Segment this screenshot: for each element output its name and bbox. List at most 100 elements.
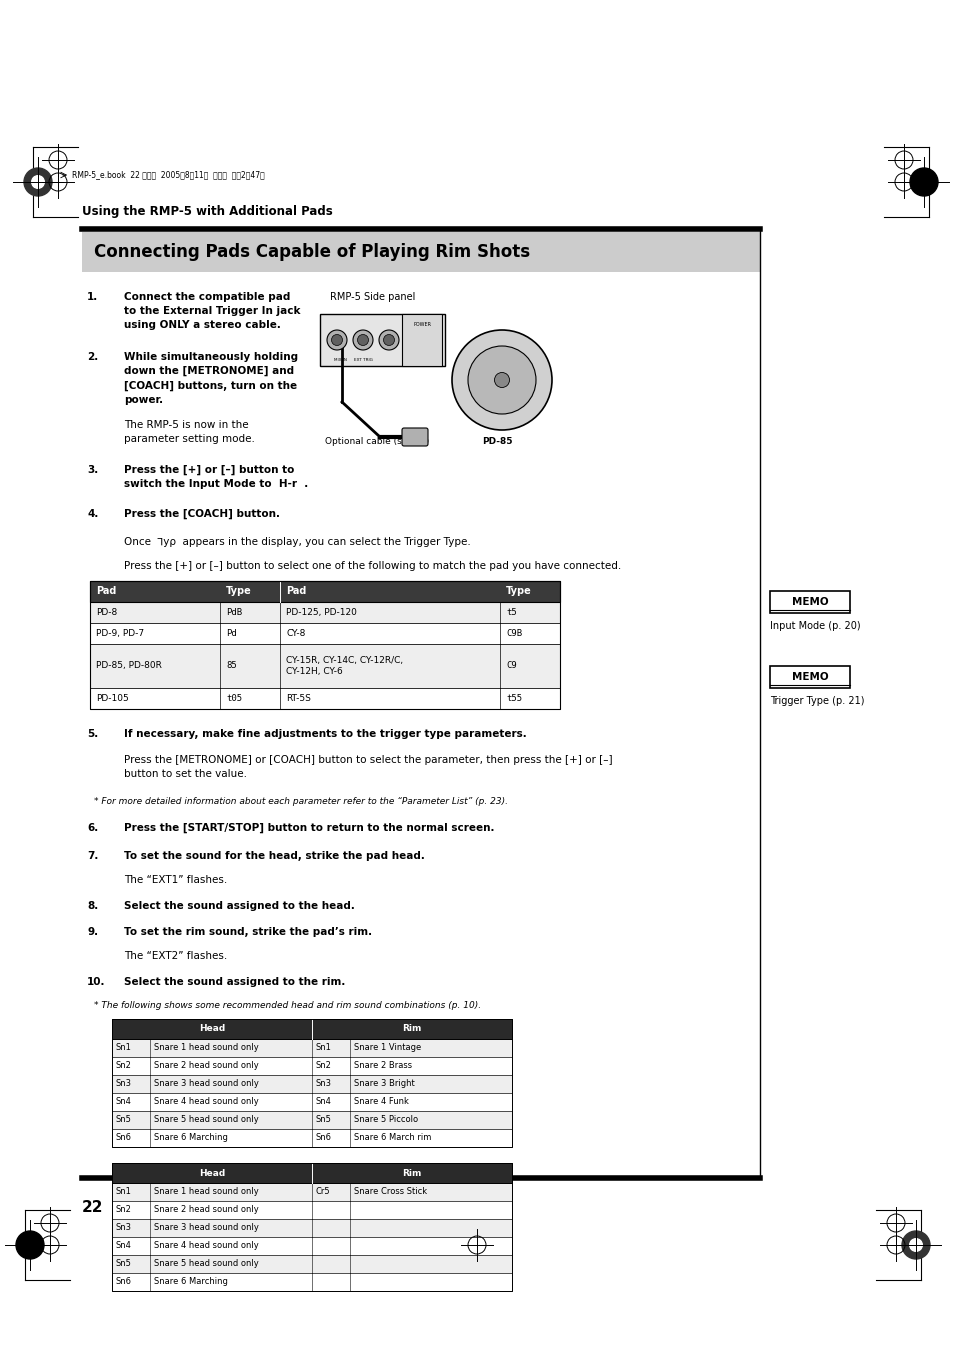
Text: Sn3: Sn3 bbox=[116, 1223, 132, 1233]
Text: 6.: 6. bbox=[87, 824, 98, 833]
Text: PD-8: PD-8 bbox=[96, 608, 117, 617]
Text: 22: 22 bbox=[82, 1200, 103, 1215]
Circle shape bbox=[901, 1231, 929, 1260]
Circle shape bbox=[24, 167, 52, 196]
Text: Snare 6 Marching: Snare 6 Marching bbox=[153, 1134, 228, 1142]
Text: Snare 4 Funk: Snare 4 Funk bbox=[354, 1098, 409, 1107]
Text: Sn2: Sn2 bbox=[116, 1206, 132, 1215]
Text: Sn1: Sn1 bbox=[116, 1188, 132, 1196]
Text: PD-9, PD-7: PD-9, PD-7 bbox=[96, 629, 144, 639]
Text: Type: Type bbox=[505, 586, 531, 597]
Text: Sn1: Sn1 bbox=[315, 1044, 332, 1053]
Text: 10.: 10. bbox=[87, 977, 106, 987]
Text: Snare 5 head sound only: Snare 5 head sound only bbox=[153, 1260, 258, 1269]
Text: CY-8: CY-8 bbox=[286, 629, 305, 639]
Text: 7.: 7. bbox=[87, 850, 98, 861]
Text: RMP-5_e.book  22 ページ  2005年8月11日  木曜日  午後2時47分: RMP-5_e.book 22 ページ 2005年8月11日 木曜日 午後2時4… bbox=[71, 170, 265, 180]
Text: The “EXT2” flashes.: The “EXT2” flashes. bbox=[124, 950, 227, 961]
Bar bbox=[769, 666, 849, 688]
Text: Snare 3 Bright: Snare 3 Bright bbox=[354, 1080, 415, 1088]
Bar bbox=[90, 602, 559, 622]
Text: Head: Head bbox=[198, 1025, 225, 1034]
Text: Press the [COACH] button.: Press the [COACH] button. bbox=[124, 509, 280, 520]
Text: Snare 2 head sound only: Snare 2 head sound only bbox=[153, 1206, 258, 1215]
Circle shape bbox=[383, 335, 395, 346]
Bar bbox=[112, 1219, 512, 1237]
Text: Sn6: Sn6 bbox=[315, 1134, 332, 1142]
FancyBboxPatch shape bbox=[401, 428, 428, 446]
Text: MEMO: MEMO bbox=[791, 672, 827, 682]
Circle shape bbox=[909, 1239, 922, 1251]
Text: Pad: Pad bbox=[96, 586, 116, 597]
Text: Snare Cross Stick: Snare Cross Stick bbox=[354, 1188, 427, 1196]
Text: Sn6: Sn6 bbox=[116, 1134, 132, 1142]
Text: The RMP-5 is now in the
parameter setting mode.: The RMP-5 is now in the parameter settin… bbox=[124, 420, 254, 444]
Text: Sn2: Sn2 bbox=[315, 1061, 332, 1071]
Text: If necessary, make fine adjustments to the trigger type parameters.: If necessary, make fine adjustments to t… bbox=[124, 729, 526, 738]
Text: MEMO: MEMO bbox=[791, 597, 827, 608]
Text: PdB: PdB bbox=[226, 608, 242, 617]
Bar bbox=[112, 1129, 512, 1148]
Text: PD-125, PD-120: PD-125, PD-120 bbox=[286, 608, 356, 617]
Text: PD-85, PD-80R: PD-85, PD-80R bbox=[96, 662, 162, 671]
Text: Sn5: Sn5 bbox=[116, 1115, 132, 1125]
Text: 9.: 9. bbox=[87, 927, 98, 937]
Bar bbox=[112, 1040, 512, 1057]
Bar bbox=[112, 1094, 512, 1111]
Text: * The following shows some recommended head and rim sound combinations (p. 10).: * The following shows some recommended h… bbox=[94, 1000, 480, 1010]
Text: Cr5: Cr5 bbox=[315, 1188, 331, 1196]
Text: Sn5: Sn5 bbox=[315, 1115, 332, 1125]
Text: Head: Head bbox=[198, 1169, 225, 1177]
Text: Select the sound assigned to the head.: Select the sound assigned to the head. bbox=[124, 900, 355, 911]
Text: 1.: 1. bbox=[87, 292, 98, 302]
Bar bbox=[769, 591, 849, 613]
Text: 3.: 3. bbox=[87, 464, 98, 475]
Text: Sn3: Sn3 bbox=[315, 1080, 332, 1088]
Bar bbox=[90, 688, 559, 709]
Text: Snare 2 Brass: Snare 2 Brass bbox=[354, 1061, 412, 1071]
Text: Press the [+] or [–] button to
switch the Input Mode to  H-r  .: Press the [+] or [–] button to switch th… bbox=[124, 464, 308, 489]
Text: While simultaneously holding
down the [METRONOME] and
[COACH] buttons, turn on t: While simultaneously holding down the [M… bbox=[124, 352, 297, 405]
Text: Press the [+] or [–] button to select one of the following to match the pad you : Press the [+] or [–] button to select on… bbox=[124, 562, 620, 571]
Bar bbox=[112, 1019, 512, 1148]
Bar bbox=[112, 1162, 512, 1291]
Bar bbox=[112, 1019, 512, 1040]
Text: Snare 2 head sound only: Snare 2 head sound only bbox=[153, 1061, 258, 1071]
Text: Snare 3 head sound only: Snare 3 head sound only bbox=[153, 1223, 258, 1233]
Text: * For more detailed information about each parameter refer to the “Parameter Lis: * For more detailed information about ea… bbox=[94, 796, 507, 806]
Bar bbox=[90, 644, 559, 688]
Bar bbox=[112, 1075, 512, 1094]
Text: t5: t5 bbox=[505, 608, 517, 617]
Text: Sn4: Sn4 bbox=[315, 1098, 332, 1107]
Text: t55: t55 bbox=[505, 694, 521, 703]
Text: MIX IN: MIX IN bbox=[334, 358, 346, 362]
Circle shape bbox=[327, 329, 347, 350]
Text: Using the RMP-5 with Additional Pads: Using the RMP-5 with Additional Pads bbox=[82, 205, 333, 217]
Bar bbox=[90, 580, 559, 602]
Text: 4.: 4. bbox=[87, 509, 98, 518]
Text: Once  ⅂уρ  appears in the display, you can select the Trigger Type.: Once ⅂уρ appears in the display, you can… bbox=[124, 537, 470, 547]
Text: POWER: POWER bbox=[413, 323, 431, 327]
Text: RT-5S: RT-5S bbox=[286, 694, 311, 703]
Text: Sn4: Sn4 bbox=[116, 1098, 132, 1107]
Text: Sn2: Sn2 bbox=[116, 1061, 132, 1071]
Text: Trigger Type (p. 21): Trigger Type (p. 21) bbox=[769, 697, 863, 706]
Bar bbox=[82, 232, 760, 271]
Text: Snare 1 head sound only: Snare 1 head sound only bbox=[153, 1188, 258, 1196]
Text: Snare 5 Piccolo: Snare 5 Piccolo bbox=[354, 1115, 417, 1125]
Circle shape bbox=[468, 346, 536, 414]
Text: Rim: Rim bbox=[402, 1169, 421, 1177]
Circle shape bbox=[909, 167, 937, 196]
Text: Snare 4 head sound only: Snare 4 head sound only bbox=[153, 1242, 258, 1250]
Text: C9: C9 bbox=[505, 662, 517, 671]
Text: Snare 4 head sound only: Snare 4 head sound only bbox=[153, 1098, 258, 1107]
Text: RMP-5 Side panel: RMP-5 Side panel bbox=[330, 292, 415, 302]
Circle shape bbox=[16, 1231, 44, 1260]
Text: Sn3: Sn3 bbox=[116, 1080, 132, 1088]
Text: CY-15R, CY-14C, CY-12R/C,
CY-12H, CY-6: CY-15R, CY-14C, CY-12R/C, CY-12H, CY-6 bbox=[286, 656, 403, 676]
Text: The “EXT1” flashes.: The “EXT1” flashes. bbox=[124, 875, 227, 886]
Circle shape bbox=[494, 373, 509, 387]
Text: 2.: 2. bbox=[87, 352, 98, 362]
Text: Sn6: Sn6 bbox=[116, 1277, 132, 1287]
Circle shape bbox=[357, 335, 368, 346]
